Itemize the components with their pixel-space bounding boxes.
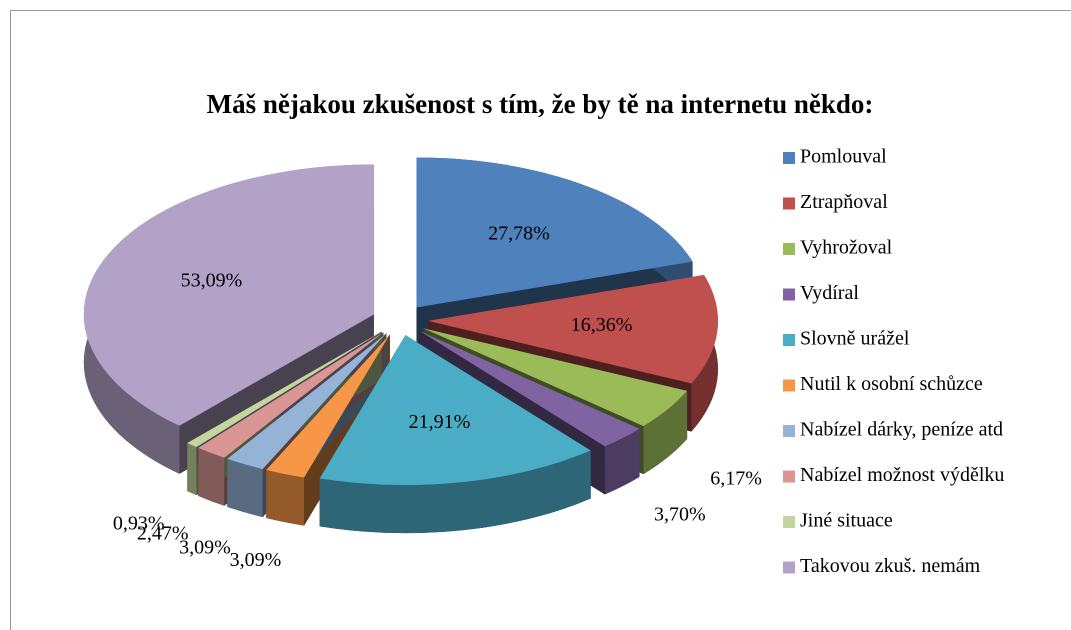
slice	[227, 333, 387, 470]
slice-side	[319, 450, 591, 534]
slice	[423, 328, 688, 427]
slice	[187, 331, 382, 448]
slice	[198, 332, 384, 458]
slice-side	[604, 428, 640, 495]
data-label: 0,93%	[113, 512, 165, 534]
legend-swatch	[783, 197, 795, 210]
legend-label: Nabízel dárky, peníze atd	[800, 419, 1003, 441]
slice-side	[227, 458, 263, 518]
slice	[427, 274, 718, 384]
legend-swatch	[783, 425, 795, 437]
data-label: 16,36%	[571, 314, 633, 336]
slice	[416, 157, 693, 308]
data-label: 53,09%	[181, 270, 243, 292]
legend-swatch	[783, 152, 795, 164]
slice	[419, 330, 640, 447]
legend-label: Takovou zkuš. nemám	[800, 555, 981, 577]
data-label: 21,91%	[409, 411, 471, 433]
legend-label: Slovně urážel	[800, 328, 910, 350]
legend-label: Nutil k osobní schůzce	[800, 373, 983, 395]
legend-label: Vydíral	[800, 282, 859, 304]
slice	[319, 335, 591, 486]
legend-label: Pomlouval	[800, 146, 887, 168]
data-label: 3,70%	[654, 503, 706, 525]
data-label: 27,78%	[488, 222, 550, 244]
legend-label: Jiné situace	[800, 510, 893, 532]
legend-label: Ztrapňoval	[800, 191, 888, 213]
data-label: 2,47%	[137, 522, 189, 544]
legend-swatch	[783, 334, 795, 346]
slice-side	[198, 447, 225, 506]
chart-title: Máš nějakou zkušenost s tím, že by tě na…	[207, 89, 874, 119]
data-label: 3,09%	[179, 537, 231, 559]
data-label: 6,17%	[710, 468, 762, 490]
data-label: 3,09%	[230, 549, 282, 571]
legend-swatch	[783, 379, 795, 392]
slice	[83, 164, 374, 426]
slice	[266, 334, 390, 478]
legend-label: Nabízel možnost výdělku	[800, 464, 1004, 486]
legend-swatch	[783, 288, 795, 301]
slice-side	[266, 470, 305, 526]
legend-swatch	[783, 470, 795, 483]
legend-swatch	[783, 561, 795, 574]
legend-swatch	[783, 243, 795, 255]
legend-label: Vyhrožoval	[800, 237, 893, 259]
slice-side	[643, 390, 688, 475]
legend-swatch	[783, 516, 795, 528]
slice-side	[187, 442, 197, 496]
